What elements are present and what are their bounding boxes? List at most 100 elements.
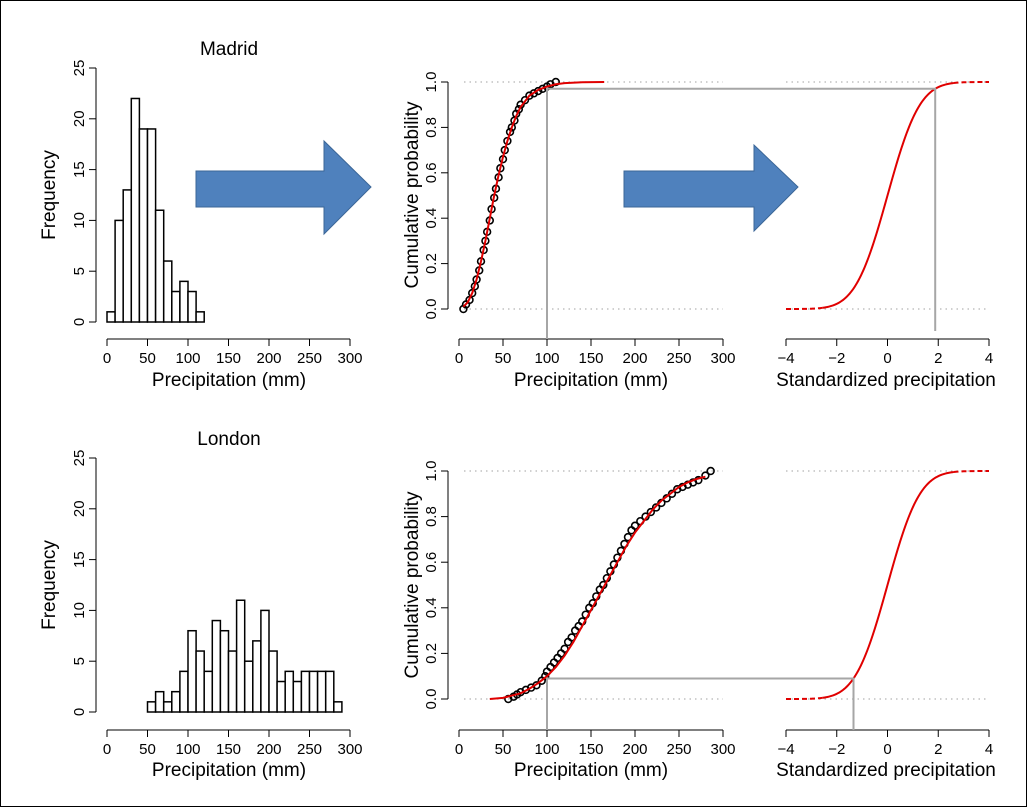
madrid-hist-y-tick-label: 25 — [71, 60, 88, 77]
madrid-cdf-y-tick-label: 0.8 — [423, 117, 440, 138]
madrid-hist-bar — [180, 281, 188, 322]
london-cdf-x-tick-label: 100 — [534, 741, 559, 758]
london-hist-bar — [253, 641, 261, 712]
london-hist-bar — [212, 621, 220, 712]
london-hist-bar — [196, 651, 204, 712]
madrid-cdf-xlabel: Precipitation (mm) — [514, 370, 668, 391]
london-std-x-tick-label: 0 — [883, 741, 891, 758]
madrid-hist-bar — [139, 129, 147, 322]
london-hist-bar — [156, 692, 164, 712]
madrid-std-x-tick-label: −4 — [777, 350, 794, 367]
madrid-hist-x-tick-label: 300 — [337, 350, 362, 367]
london-hist-bar — [188, 631, 196, 712]
london-hist-bar — [204, 671, 212, 712]
madrid-hist-bar — [107, 312, 115, 322]
madrid-hist-y-tick-label: 5 — [71, 267, 88, 275]
london-hist-bar — [237, 600, 245, 712]
london-std-xlabel: Standardized precipitation — [776, 760, 996, 781]
madrid-cdf-x-tick-label: 100 — [534, 350, 559, 367]
madrid-hist-x-tick-label: 100 — [175, 350, 200, 367]
madrid-cdf-x-tick-label: 150 — [578, 350, 603, 367]
madrid-cdf-y-tick-label: 0.2 — [423, 253, 440, 274]
madrid-hist-xlabel: Precipitation (mm) — [152, 370, 306, 391]
madrid-std-x-tick-label: −2 — [828, 350, 845, 367]
london-cdf-x-tick-label: 50 — [495, 741, 512, 758]
madrid-hist-y-tick-label: 10 — [71, 212, 88, 229]
madrid-hist-y-tick-label: 20 — [71, 110, 88, 127]
london-hist-y-tick-label: 20 — [71, 500, 88, 517]
london-cdf-x-tick-label: 250 — [666, 741, 691, 758]
london-hist-bar — [229, 651, 237, 712]
madrid-cdf-y-tick-label: 1.0 — [423, 72, 440, 93]
london-hist-ylabel: Frequency — [39, 540, 60, 630]
london-std-x-tick-label: −4 — [777, 741, 794, 758]
madrid-hist-bar — [188, 292, 196, 322]
madrid-hist-bar — [123, 190, 131, 322]
london-hist-x-tick-label: 50 — [139, 741, 156, 758]
london-hist-bar — [277, 682, 285, 712]
london-hist-x-tick-label: 0 — [103, 741, 111, 758]
madrid-hist-bar — [164, 261, 172, 322]
madrid-cdf-y-tick-label: 0.4 — [423, 208, 440, 229]
london-cdf-y-tick-label: 0.0 — [423, 689, 440, 710]
madrid-hist-bar — [148, 129, 156, 322]
london-cdf-ylabel: Cumulative probability — [402, 491, 423, 678]
london-cdf-y-tick-label: 0.8 — [423, 506, 440, 527]
london-hist-bar — [293, 682, 301, 712]
madrid-std-xlabel: Standardized precipitation — [776, 370, 996, 391]
london-std-x-tick-label: 2 — [934, 741, 942, 758]
london-hist-bar — [245, 661, 253, 712]
madrid-cdf-x-tick-label: 0 — [455, 350, 463, 367]
london-hist-bar — [334, 702, 342, 712]
madrid-cdf-ylabel: Cumulative probability — [402, 101, 423, 288]
london-hist-xlabel: Precipitation (mm) — [152, 760, 306, 781]
madrid-cdf-x-tick-label: 300 — [710, 350, 735, 367]
london-std-x-tick-label: 4 — [985, 741, 993, 758]
london-hist-bar — [310, 671, 318, 712]
london-hist-y-tick-label: 10 — [71, 602, 88, 619]
london-hist-y-tick-label: 0 — [71, 708, 88, 716]
madrid-title: Madrid — [200, 39, 258, 60]
madrid-hist-x-tick-label: 200 — [256, 350, 281, 367]
madrid-std-x-tick-label: 4 — [985, 350, 993, 367]
madrid-cdf-x-tick-label: 50 — [495, 350, 512, 367]
london-hist-x-tick-label: 100 — [175, 741, 200, 758]
london-cdf-y-tick-label: 1.0 — [423, 461, 440, 482]
london-hist-bar — [301, 671, 309, 712]
london-std-x-tick-label: −2 — [828, 741, 845, 758]
madrid-hist-y-tick-label: 0 — [71, 318, 88, 326]
madrid-std-x-tick-label: 2 — [934, 350, 942, 367]
madrid-hist-bar — [131, 98, 139, 322]
london-title: London — [197, 429, 260, 450]
london-cdf-y-tick-label: 0.6 — [423, 552, 440, 573]
london-hist-x-tick-label: 200 — [256, 741, 281, 758]
london-hist-y-tick-label: 5 — [71, 657, 88, 665]
madrid-hist-bar — [196, 312, 204, 322]
madrid-cdf-y-tick-label: 0.0 — [423, 299, 440, 320]
madrid-cdf-y-tick-label: 0.6 — [423, 162, 440, 183]
madrid-hist-x-tick-label: 250 — [297, 350, 322, 367]
london-cdf-x-tick-label: 200 — [622, 741, 647, 758]
london-hist-bar — [285, 671, 293, 712]
london-hist-bar — [164, 702, 172, 712]
london-hist-bar — [318, 671, 326, 712]
london-hist-x-tick-label: 300 — [337, 741, 362, 758]
madrid-hist-x-tick-label: 150 — [216, 350, 241, 367]
london-cdf-y-tick-label: 0.4 — [423, 597, 440, 618]
madrid-hist-bar — [156, 210, 164, 322]
london-hist-bar — [326, 671, 334, 712]
london-cdf-x-tick-label: 0 — [455, 741, 463, 758]
london-cdf-y-tick-label: 0.2 — [423, 643, 440, 664]
london-cdf-xlabel: Precipitation (mm) — [514, 760, 668, 781]
madrid-hist-y-tick-label: 15 — [71, 161, 88, 178]
london-hist-x-tick-label: 250 — [297, 741, 322, 758]
london-hist-bar — [172, 692, 180, 712]
madrid-hist-x-tick-label: 50 — [139, 350, 156, 367]
madrid-hist-bar — [115, 220, 123, 322]
london-hist-bar — [180, 671, 188, 712]
london-cdf-x-tick-label: 150 — [578, 741, 603, 758]
london-hist-bar — [148, 702, 156, 712]
madrid-std-x-tick-label: 0 — [883, 350, 891, 367]
